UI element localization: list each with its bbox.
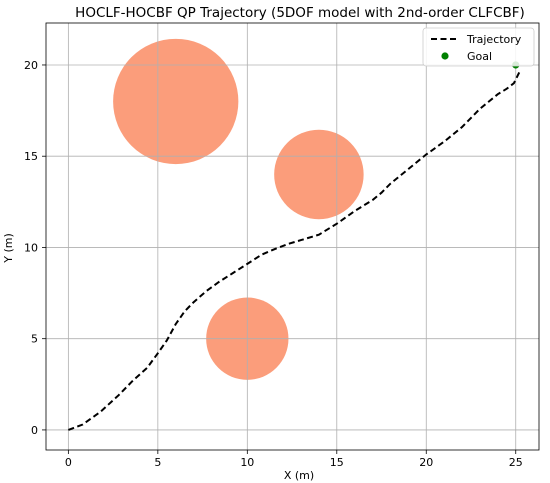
obstacles-group <box>113 38 364 380</box>
legend-box <box>422 27 535 67</box>
plot-area: 0 5 10 15 20 25 0 5 10 15 20 Trajectory Goal <box>24 22 540 469</box>
trajectory-line <box>68 71 521 431</box>
x-tick-label: 10 <box>240 456 254 469</box>
y-axis-label: Y (m) <box>2 233 15 264</box>
x-tick-label: 5 <box>154 456 161 469</box>
x-tick-label: 25 <box>509 456 523 469</box>
y-tick-label: 0 <box>31 424 38 437</box>
obstacle-circle-2 <box>274 129 364 220</box>
y-tick-label: 20 <box>24 59 38 72</box>
x-tick-label: 0 <box>65 456 72 469</box>
axes-frame <box>45 22 540 451</box>
y-tick-label: 10 <box>24 241 38 254</box>
legend: Trajectory Goal <box>422 27 535 67</box>
y-tick-label: 15 <box>24 150 38 163</box>
legend-label-2: Goal <box>467 50 492 63</box>
x-tick-label: 20 <box>419 456 433 469</box>
legend-goal-swatch <box>441 52 449 60</box>
x-axis-label: X (m) <box>284 469 314 482</box>
chart-title: HOCLF-HOCBF QP Trajectory (5DOF model wi… <box>75 5 525 21</box>
obstacle-circle-1 <box>113 38 239 165</box>
x-tick-label: 15 <box>330 456 344 469</box>
legend-label-1: Trajectory <box>466 33 522 46</box>
y-tick-label: 5 <box>31 333 38 346</box>
